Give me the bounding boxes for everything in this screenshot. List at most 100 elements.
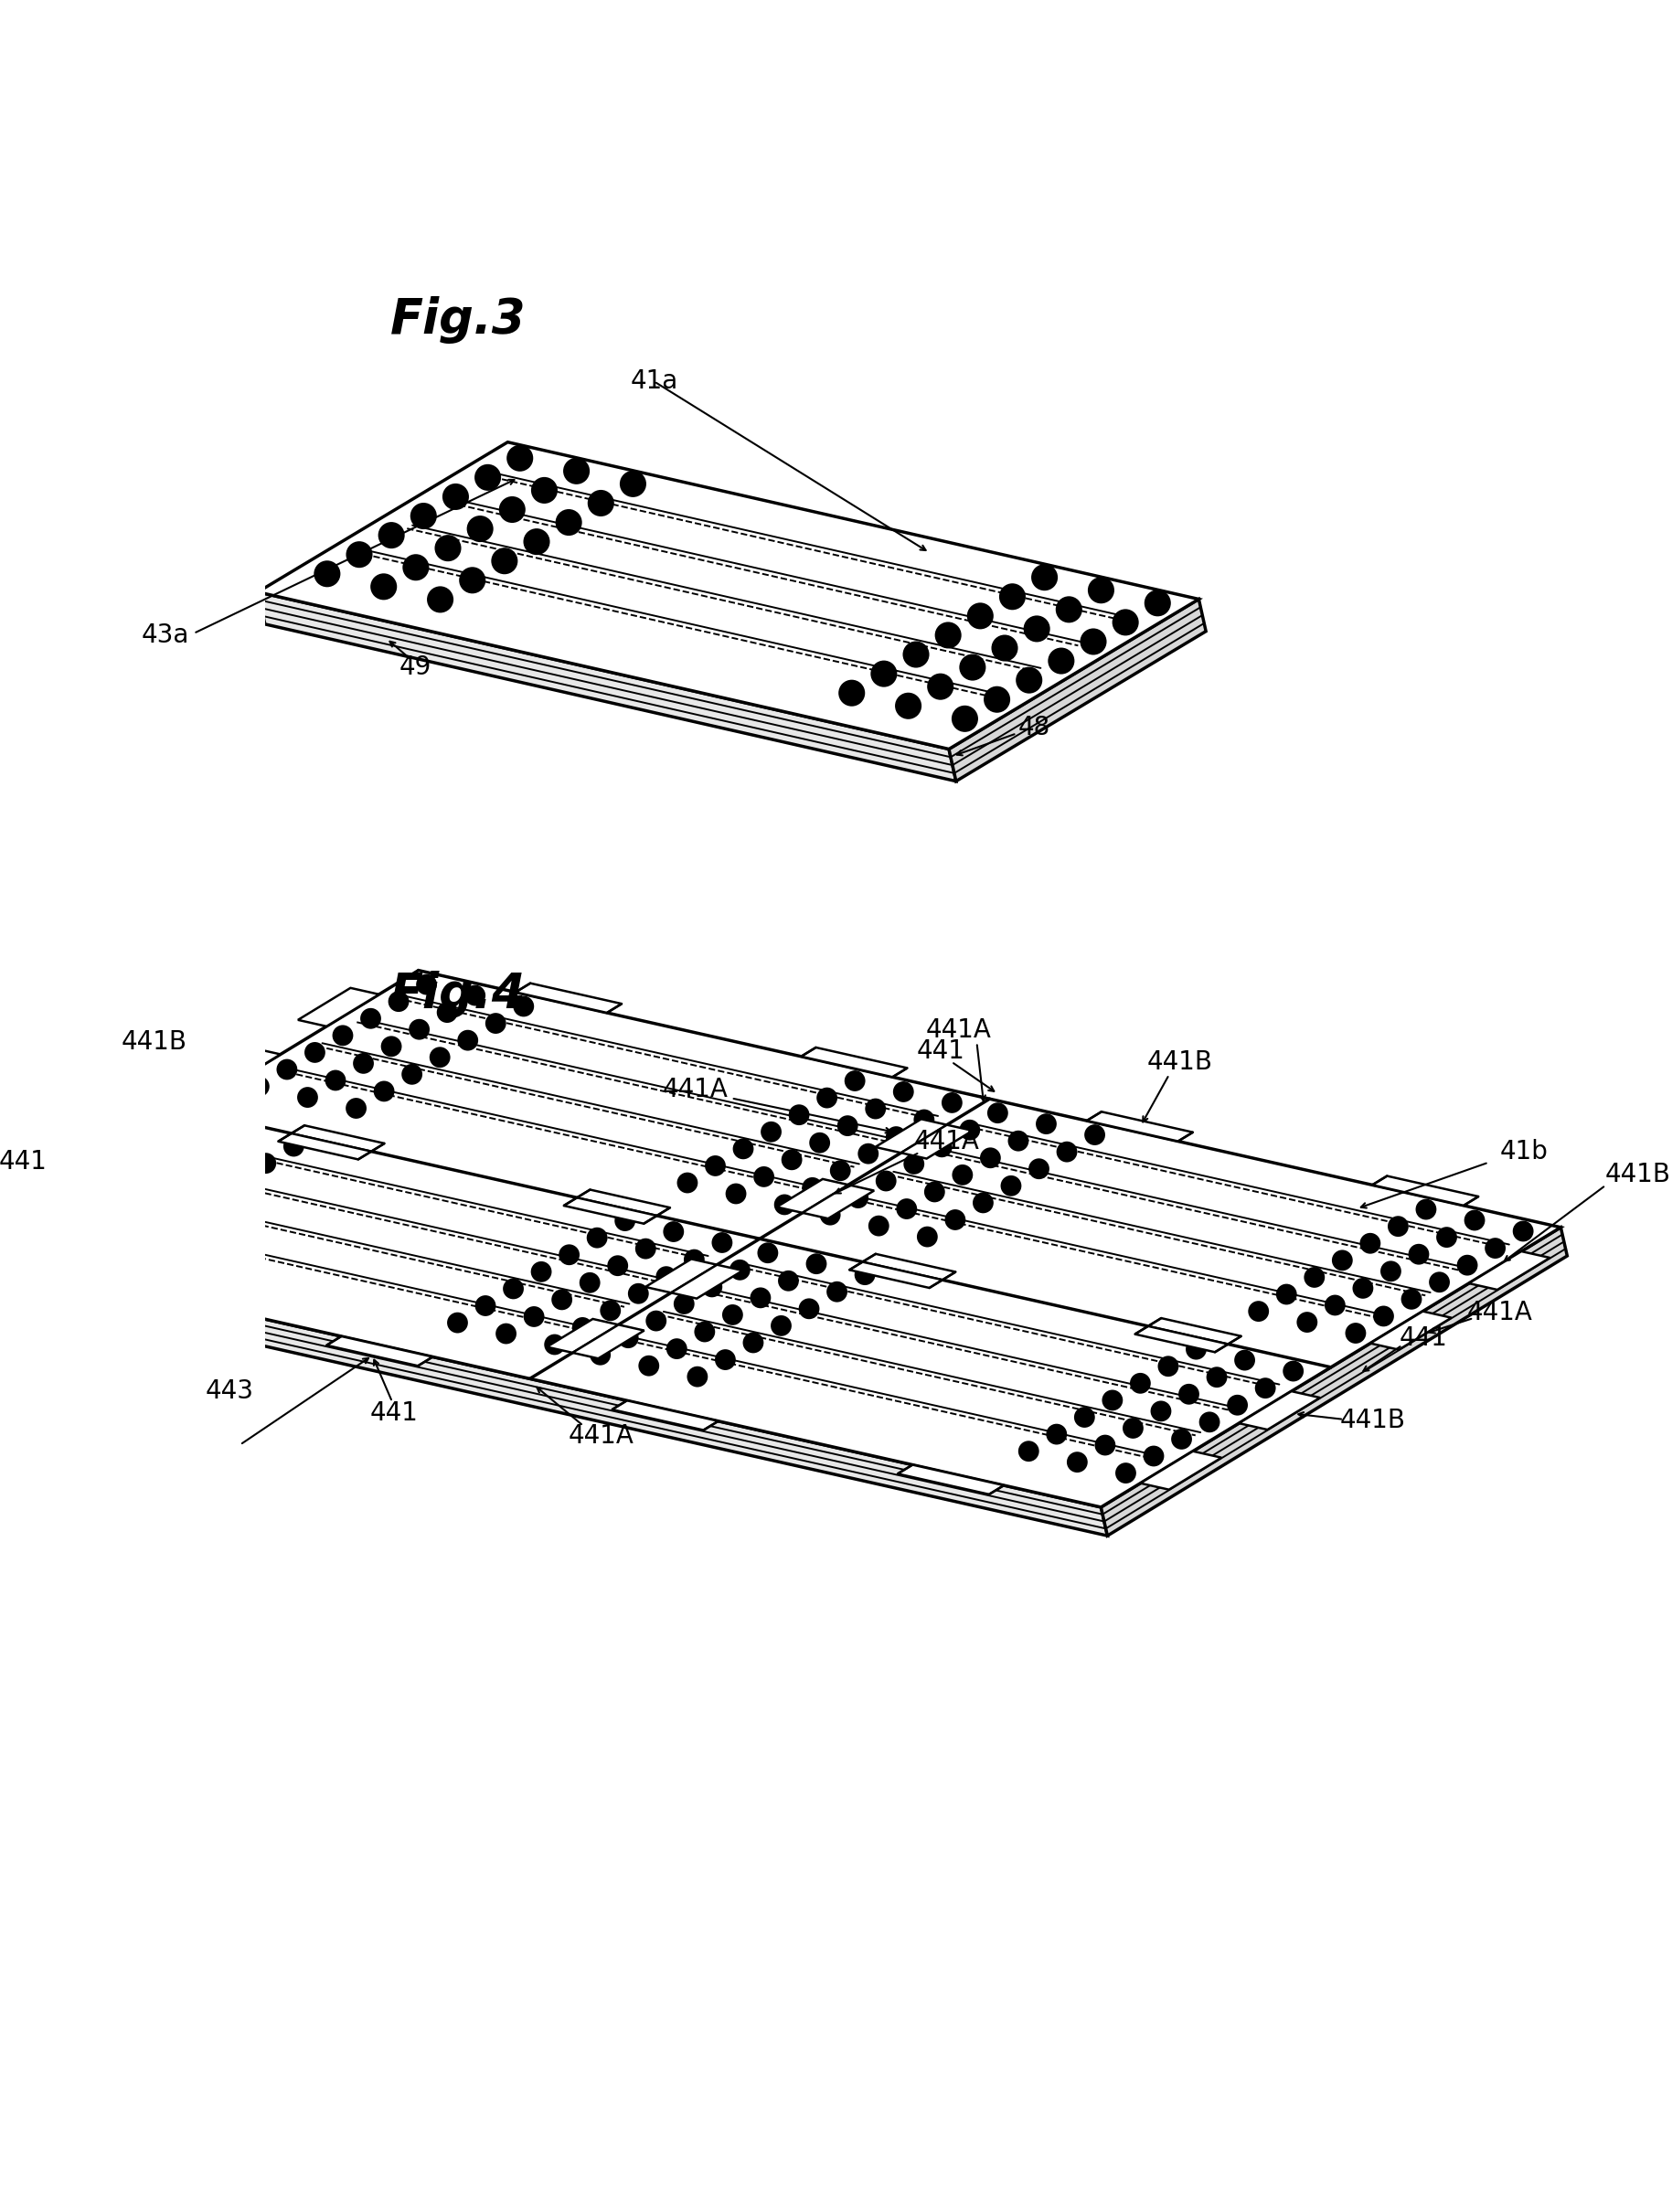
Circle shape xyxy=(716,1349,734,1369)
Circle shape xyxy=(1159,1356,1177,1376)
Circle shape xyxy=(679,1175,697,1192)
Text: 43a: 43a xyxy=(140,622,189,648)
Circle shape xyxy=(1277,1285,1296,1303)
Text: 441: 441 xyxy=(0,1148,47,1175)
Polygon shape xyxy=(874,1119,946,1152)
Circle shape xyxy=(390,993,408,1011)
Circle shape xyxy=(876,1172,895,1190)
Circle shape xyxy=(918,1228,936,1245)
Text: 441A: 441A xyxy=(915,1128,980,1155)
Circle shape xyxy=(953,706,976,730)
Circle shape xyxy=(915,1110,933,1128)
Circle shape xyxy=(609,1256,627,1274)
Text: 41b: 41b xyxy=(1500,1139,1548,1164)
Circle shape xyxy=(1057,597,1082,622)
Polygon shape xyxy=(291,1126,385,1152)
Circle shape xyxy=(159,1133,177,1150)
Circle shape xyxy=(1085,1126,1104,1144)
Circle shape xyxy=(380,524,403,546)
Circle shape xyxy=(1104,1391,1122,1409)
Circle shape xyxy=(104,1166,122,1186)
Polygon shape xyxy=(1371,1312,1451,1349)
Circle shape xyxy=(468,518,492,542)
Polygon shape xyxy=(326,1336,433,1365)
Circle shape xyxy=(201,1188,219,1206)
Circle shape xyxy=(411,504,436,529)
Polygon shape xyxy=(1135,1327,1227,1352)
Circle shape xyxy=(1000,584,1025,608)
Polygon shape xyxy=(1100,1228,1567,1535)
Polygon shape xyxy=(777,1179,848,1212)
Circle shape xyxy=(1144,1447,1164,1464)
Circle shape xyxy=(1284,1363,1302,1380)
Circle shape xyxy=(1409,1245,1428,1263)
Circle shape xyxy=(686,1250,704,1270)
Circle shape xyxy=(1008,1133,1028,1150)
Polygon shape xyxy=(257,442,1199,750)
Circle shape xyxy=(418,975,436,993)
Circle shape xyxy=(620,471,645,495)
Circle shape xyxy=(1458,1256,1476,1274)
Circle shape xyxy=(152,1177,171,1197)
Circle shape xyxy=(751,1290,769,1307)
Circle shape xyxy=(477,1296,495,1314)
Circle shape xyxy=(772,1316,791,1336)
Polygon shape xyxy=(950,599,1206,781)
Polygon shape xyxy=(0,971,1560,1506)
Circle shape xyxy=(97,1210,115,1230)
Circle shape xyxy=(1152,1402,1170,1420)
Circle shape xyxy=(702,1279,721,1296)
Polygon shape xyxy=(199,1048,281,1086)
Circle shape xyxy=(1207,1367,1226,1387)
Polygon shape xyxy=(0,1250,1107,1535)
Circle shape xyxy=(306,1044,324,1062)
Circle shape xyxy=(981,1148,1000,1168)
Circle shape xyxy=(866,1099,884,1117)
Circle shape xyxy=(799,1298,818,1318)
Polygon shape xyxy=(42,1272,147,1301)
Circle shape xyxy=(508,447,532,471)
Circle shape xyxy=(1075,1409,1093,1427)
Circle shape xyxy=(249,1077,268,1095)
Circle shape xyxy=(236,1126,254,1144)
Circle shape xyxy=(1117,1464,1135,1482)
Polygon shape xyxy=(515,982,622,1013)
Circle shape xyxy=(172,1206,191,1223)
Circle shape xyxy=(734,1139,752,1159)
Circle shape xyxy=(1002,1177,1020,1194)
Circle shape xyxy=(706,1157,724,1175)
Polygon shape xyxy=(547,1318,619,1354)
Circle shape xyxy=(503,1279,523,1298)
Circle shape xyxy=(375,1082,393,1102)
Polygon shape xyxy=(803,1186,874,1219)
Text: 441A: 441A xyxy=(926,1018,991,1044)
Polygon shape xyxy=(69,1128,149,1166)
Polygon shape xyxy=(572,1325,644,1358)
Circle shape xyxy=(1229,1396,1247,1413)
Circle shape xyxy=(811,1133,829,1152)
Circle shape xyxy=(731,1261,749,1279)
Circle shape xyxy=(1048,648,1073,672)
Circle shape xyxy=(968,604,993,628)
Circle shape xyxy=(1306,1267,1324,1287)
Circle shape xyxy=(69,1228,87,1248)
Circle shape xyxy=(925,1183,945,1201)
Circle shape xyxy=(895,1082,913,1102)
Circle shape xyxy=(466,987,485,1004)
Circle shape xyxy=(869,1217,888,1234)
Circle shape xyxy=(936,624,960,648)
Circle shape xyxy=(410,1020,428,1040)
Circle shape xyxy=(553,1290,572,1310)
Circle shape xyxy=(762,1121,781,1141)
Circle shape xyxy=(124,1194,142,1212)
Circle shape xyxy=(132,1148,150,1168)
Circle shape xyxy=(615,1212,634,1230)
Polygon shape xyxy=(1140,1451,1222,1489)
Circle shape xyxy=(1124,1418,1142,1438)
Circle shape xyxy=(1513,1221,1533,1241)
Circle shape xyxy=(436,535,460,560)
Circle shape xyxy=(1486,1239,1505,1256)
Circle shape xyxy=(326,1071,344,1091)
Text: 441A: 441A xyxy=(662,1077,729,1102)
Circle shape xyxy=(828,1283,846,1301)
